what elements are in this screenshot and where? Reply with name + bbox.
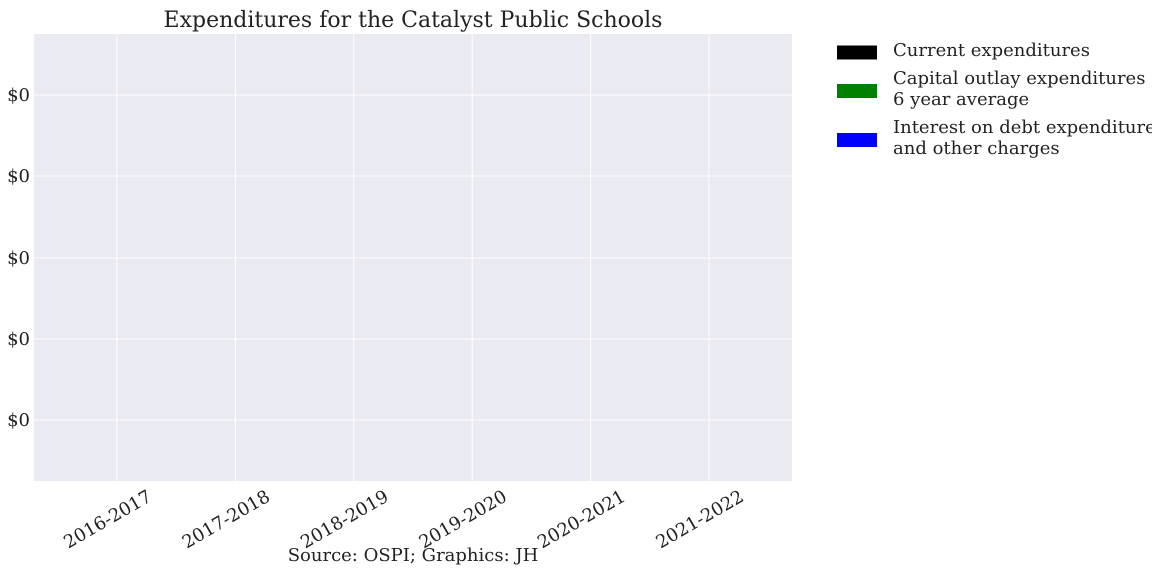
x-tick-label: 2016-2017: [60, 486, 155, 553]
y-tick-label: $0: [7, 329, 30, 350]
chart-caption: Source: OSPI; Graphics: JH: [288, 545, 539, 566]
x-tick-label: 2018-2019: [297, 486, 392, 553]
chart-title: Expenditures for the Catalyst Public Sch…: [164, 8, 663, 33]
y-tick-label: $0: [7, 85, 30, 106]
y-tick-label: $0: [7, 166, 30, 187]
y-tick-labels: $0 $0 $0 $0 $0: [7, 85, 30, 431]
grid-lines: [34, 34, 792, 481]
legend-entry: Interest on debt expenditures and other c…: [893, 117, 1152, 159]
x-tick-label: 2021-2022: [652, 486, 747, 553]
legend-swatch: [837, 133, 877, 147]
x-tick-label: 2017-2018: [179, 486, 274, 553]
y-tick-label: $0: [7, 248, 30, 269]
x-tick-label: 2019-2020: [416, 486, 511, 553]
legend-entry: Capital outlay expenditures 6 year averag…: [893, 68, 1145, 110]
y-tick-label: $0: [7, 410, 30, 431]
legend-entry: Current expenditures: [893, 40, 1090, 61]
x-tick-label: 2020-2021: [534, 486, 629, 553]
legend-swatch: [837, 84, 877, 98]
x-tick-labels: 2016-2017 2017-2018 2018-2019 2019-2020 2020…: [60, 486, 747, 553]
legend: Current expenditures Capital outlay expen…: [837, 40, 1152, 159]
legend-swatch: [837, 45, 877, 60]
